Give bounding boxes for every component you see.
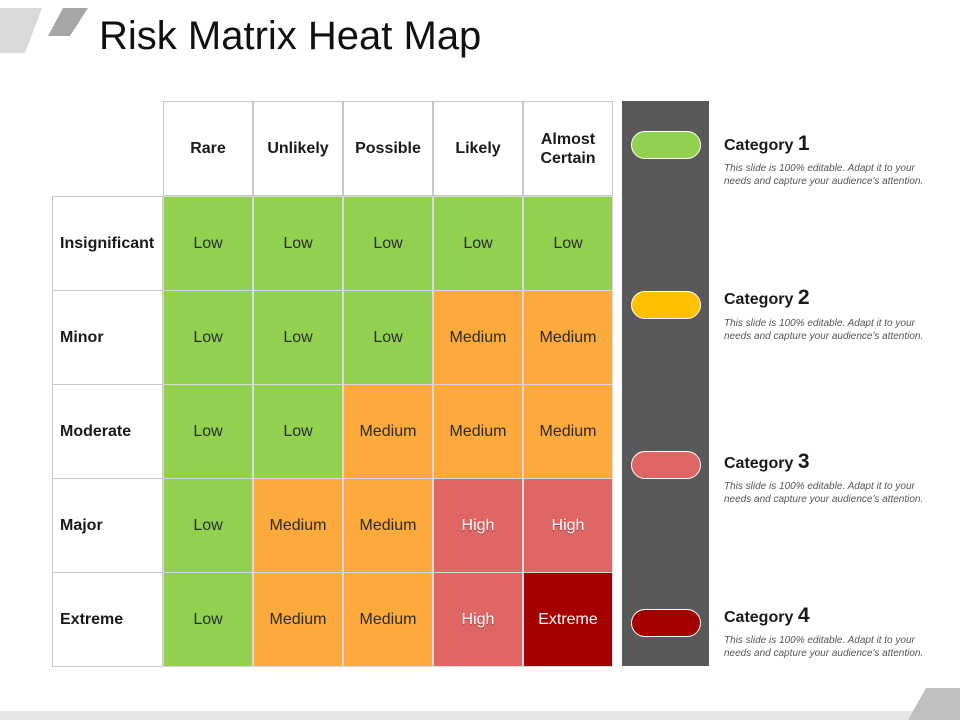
legend-category-number: 1 — [797, 132, 810, 155]
risk-cell: Medium — [343, 478, 433, 573]
risk-cell: Low — [433, 196, 523, 291]
risk-cell: Low — [523, 196, 613, 291]
row-header-minor: Minor — [52, 290, 163, 385]
risk-matrix: Rare Unlikely Possible Likely Almost Cer… — [52, 101, 614, 667]
column-header-likely: Likely — [433, 101, 523, 196]
legend-category-title-4: Category 4 — [724, 604, 810, 628]
legend-category-label: Category — [724, 609, 794, 626]
legend-category-description: This slide is 100% editable. Adapt it to… — [724, 163, 924, 187]
risk-cell: Low — [343, 290, 433, 385]
row-header-major: Major — [52, 478, 163, 573]
legend-category-label: Category — [724, 137, 794, 154]
risk-cell: Low — [343, 196, 433, 291]
risk-cell: High — [433, 572, 523, 667]
risk-cell: Medium — [253, 572, 343, 667]
risk-cell: Medium — [433, 384, 523, 479]
column-header-rare: Rare — [163, 101, 253, 196]
legend-category-title-3: Category 3 — [724, 450, 810, 474]
risk-cell: Medium — [523, 290, 613, 385]
legend-category-description: This slide is 100% editable. Adapt it to… — [724, 481, 924, 505]
risk-cell: High — [523, 478, 613, 573]
legend-swatch-3 — [631, 451, 701, 479]
risk-cell: Low — [163, 572, 253, 667]
legend-category-description: This slide is 100% editable. Adapt it to… — [724, 635, 924, 659]
risk-cell: Medium — [343, 384, 433, 479]
legend-category-number: 2 — [797, 286, 810, 309]
risk-cell: Low — [253, 384, 343, 479]
risk-cell: Low — [163, 478, 253, 573]
risk-cell: High — [433, 478, 523, 573]
legend-swatch-2 — [631, 291, 701, 319]
legend-category-title-2: Category 2 — [724, 286, 810, 310]
legend-category-number: 4 — [797, 604, 810, 627]
column-header-unlikely: Unlikely — [253, 101, 343, 196]
legend-category-number: 3 — [797, 450, 810, 473]
risk-cell: Low — [253, 196, 343, 291]
risk-cell: Medium — [343, 572, 433, 667]
legend-swatch-1 — [631, 131, 701, 159]
risk-cell: Extreme — [523, 572, 613, 667]
page-title: Risk Matrix Heat Map — [99, 14, 482, 58]
risk-cell: Medium — [523, 384, 613, 479]
risk-cell: Medium — [433, 290, 523, 385]
row-header-moderate: Moderate — [52, 384, 163, 479]
risk-cell: Low — [163, 196, 253, 291]
column-header-almost-certain: Almost Certain — [523, 101, 613, 196]
legend-category-description: This slide is 100% editable. Adapt it to… — [724, 318, 924, 342]
risk-cell: Medium — [253, 478, 343, 573]
bottom-accent — [0, 688, 960, 720]
legend-bar — [622, 101, 709, 666]
row-header-extreme: Extreme — [52, 572, 163, 667]
legend-category-label: Category — [724, 455, 794, 472]
legend-swatch-4 — [631, 609, 701, 637]
risk-cell: Low — [253, 290, 343, 385]
top-left-accent — [0, 8, 88, 53]
legend-category-title-1: Category 1 — [724, 132, 810, 156]
legend-category-label: Category — [724, 291, 794, 308]
risk-cell: Low — [163, 290, 253, 385]
column-header-possible: Possible — [343, 101, 433, 196]
risk-cell: Low — [163, 384, 253, 479]
row-header-insignificant: Insignificant — [52, 196, 163, 291]
